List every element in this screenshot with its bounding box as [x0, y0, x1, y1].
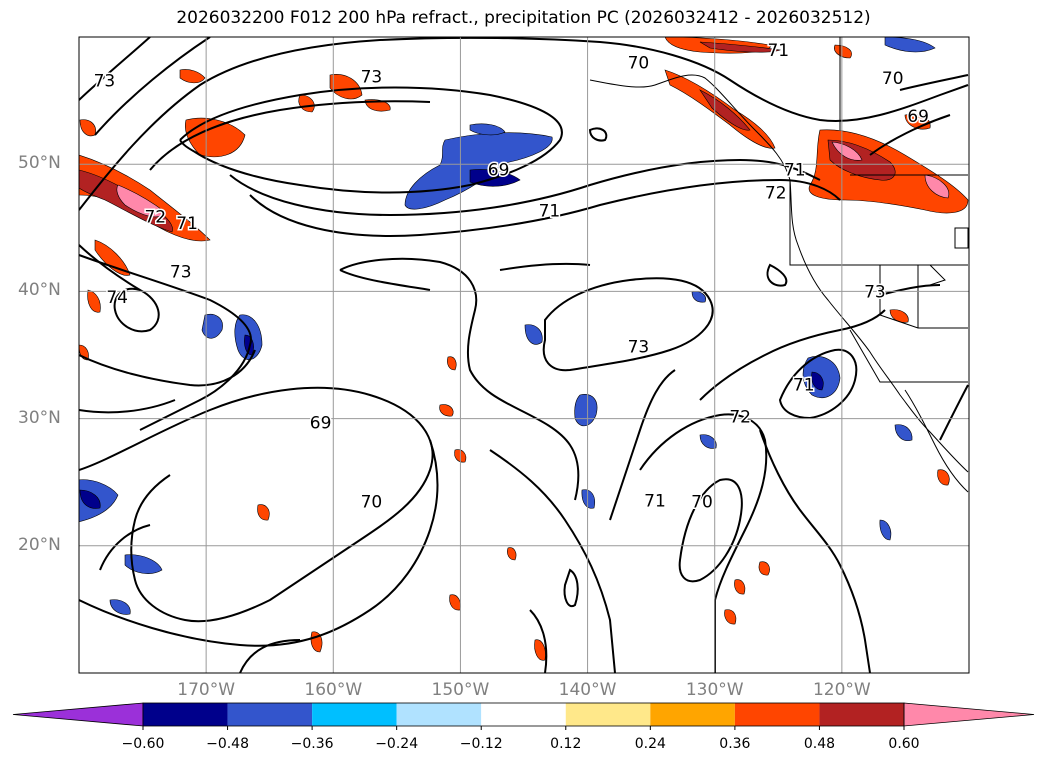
contour-label: 71 — [767, 41, 789, 61]
gridlines — [79, 37, 969, 673]
contour-label: 73 — [628, 337, 650, 357]
colorbar-tick-label: 0.12 — [550, 736, 582, 752]
precip-shading — [79, 37, 969, 661]
longitude-label: 140°W — [558, 680, 617, 700]
colorbar-bin — [396, 703, 482, 726]
contour-label: 73 — [361, 68, 383, 88]
map-title: 2026032200 F012 200 hPa refract., precip… — [176, 8, 871, 28]
colorbar-bin — [481, 703, 566, 726]
contour-label: 73 — [170, 262, 192, 282]
latitude-label: 40°N — [18, 280, 61, 301]
colorbar-extend-high — [903, 702, 1035, 727]
longitude-label: 160°W — [304, 680, 363, 700]
contour-label: 70 — [691, 493, 713, 513]
contour-label: 72 — [144, 208, 166, 228]
contour-label: 71 — [784, 161, 806, 181]
colorbar-bin — [143, 703, 228, 726]
longitude-label: 170°W — [177, 680, 236, 700]
contour-label: 69 — [907, 107, 929, 127]
longitude-label: 150°W — [431, 680, 490, 700]
colorbar-tick-label: 0.36 — [719, 736, 751, 752]
contour-label: 70 — [628, 54, 650, 74]
contour-label: 73 — [864, 283, 886, 303]
contour-label: 70 — [882, 69, 904, 89]
map-frame — [78, 36, 970, 674]
colorbar-tick-label: −0.12 — [459, 736, 503, 752]
coastlines — [589, 37, 969, 493]
contour-label: 72 — [729, 407, 751, 427]
longitude-label: 130°W — [685, 680, 744, 700]
colorbar-tick-label: −0.60 — [121, 736, 165, 752]
colorbar-bin — [227, 703, 313, 726]
colorbar-tick-label: 0.24 — [634, 736, 666, 752]
contour-label: 71 — [644, 491, 666, 511]
latitude-label: 20°N — [18, 534, 61, 555]
contour-label: 73 — [94, 72, 116, 92]
colorbar — [12, 702, 1035, 730]
contour-label: 71 — [793, 376, 815, 396]
colorbar-tick-label: −0.36 — [290, 736, 334, 752]
colorbar-tick-label: 0.60 — [888, 736, 920, 752]
contour-label: 72 — [765, 183, 787, 203]
contour-label: 71 — [176, 214, 198, 234]
contour-label: 69 — [310, 414, 332, 434]
colorbar-tick-label: −0.24 — [375, 736, 419, 752]
contour-label: 71 — [539, 201, 561, 221]
contour-label: 70 — [361, 493, 383, 513]
contour-label: 69 — [488, 161, 510, 181]
colorbar-bin — [565, 703, 651, 726]
contour-label: 74 — [106, 288, 128, 308]
colorbar-bin — [650, 703, 735, 726]
colorbar-bin — [819, 703, 904, 726]
colorbar-tick-label: 0.48 — [803, 736, 836, 752]
colorbar-bin — [312, 703, 397, 726]
latitude-label: 50°N — [18, 153, 61, 174]
colorbar-frame — [142, 702, 905, 727]
refractivity-contours — [79, 37, 969, 673]
latitude-label: 30°N — [18, 407, 61, 428]
colorbar-bin — [734, 703, 820, 726]
colorbar-tick-label: −0.48 — [206, 736, 249, 752]
colorbar-extend-low — [12, 702, 144, 727]
longitude-label: 120°W — [812, 680, 871, 700]
